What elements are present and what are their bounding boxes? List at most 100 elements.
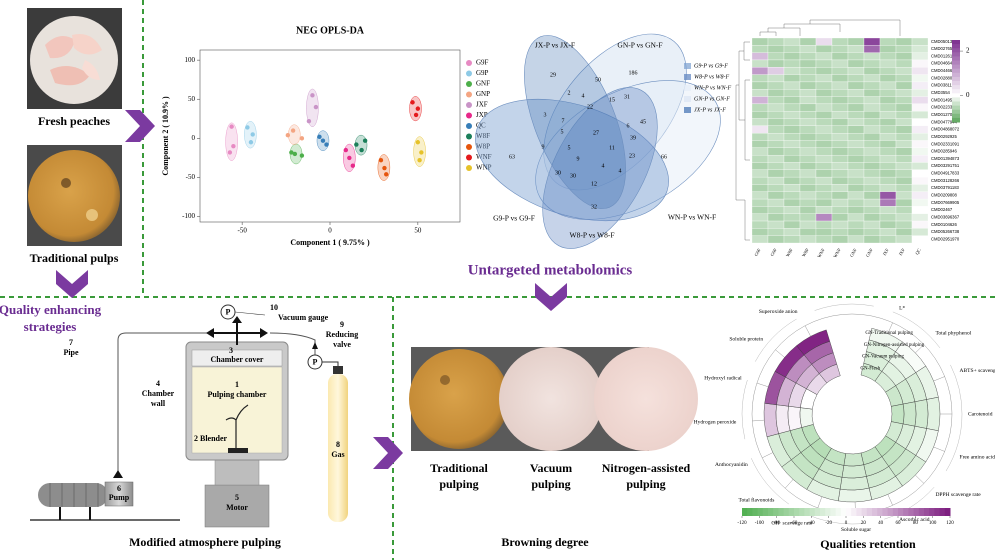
heat-cell [831,198,849,207]
row-label: CMD04868072 [931,127,960,132]
group-label: GN-Nitrogen-assisted pulping [864,343,925,348]
row-label: CMD04917833 [931,171,960,176]
colorbar-segment [846,508,852,516]
legend-label: WNP [476,164,492,172]
arrow [56,270,88,298]
colorbar-segment [742,508,748,516]
count: 50 [595,77,601,83]
heat-cell [879,52,897,61]
pulping-label: Nitrogen-assisted [602,461,691,475]
plot-title: NEG OPLS-DA [296,25,365,36]
heat-cell [895,45,913,53]
legend-label: W8P [476,143,490,151]
count: 186 [629,70,638,76]
valve-cross [212,320,262,345]
heat-cell [863,235,881,244]
gauge-number: 10 [270,303,278,312]
point [299,136,305,141]
heat-cell [767,52,785,61]
row-label: CMD04466191 [931,68,960,73]
heat-cell [863,162,881,170]
heat-cell [863,52,881,61]
ring-cell [839,476,870,491]
legend-label: WNF [476,153,492,161]
heat-cell [863,45,881,53]
heat-cell [879,184,897,192]
heat-cell [847,176,865,185]
heat-cell [831,118,849,127]
colorbar-label: 120 [946,521,954,526]
heat-cell [879,235,897,244]
colorbar-segment [952,97,960,102]
point [417,158,422,163]
pulp-label: Traditional pulps [30,251,119,265]
heat-cell [751,184,769,192]
colorbar-segment [892,508,899,516]
heat-cell [783,45,801,53]
heat-cell [767,45,785,53]
feature-label: Superoxide anion [759,309,798,315]
heat-cell [783,154,801,163]
arrow [535,283,567,311]
column-label: QC [914,248,921,256]
arrow [125,110,155,142]
heat-cell [767,140,785,148]
heat-cell [831,133,849,141]
column-label: WNF [816,247,826,259]
heat-cell [815,96,833,105]
y-tick-label: 100 [185,56,196,64]
pulping-label: pulping [531,477,570,491]
dendrogram-branch [887,322,893,334]
row-label: CMD03291751 [931,163,960,168]
heat-cell [895,37,913,46]
heat-cell [783,103,801,112]
ring-cell [843,452,864,467]
heat-cell [783,147,801,156]
chamber-cover [191,349,283,367]
heat-cell [815,213,833,222]
heat-cell [895,169,913,178]
heat-cell [847,169,865,178]
heat-cell [895,67,913,75]
point [317,134,322,139]
heat-cell [847,206,865,214]
point [347,155,352,161]
heat-cell [847,220,865,229]
heat-cell [767,118,785,127]
heat-cell [799,118,817,127]
colorbar-label: -100 [755,521,765,526]
dendrogram-branch [933,446,945,452]
browning-labels: Traditional pulping Vacuum pulping Nitrogen-… [430,461,690,491]
heat-cell [847,191,865,200]
heat-cell [799,45,817,53]
heat-cell [783,140,801,148]
ring-cell [914,399,929,429]
heat-cell [847,89,865,97]
heat-cell [879,176,897,185]
heat-cell [751,154,769,163]
wall-label: Chamber [142,389,175,398]
dendrogram-branch [915,474,925,484]
heat-cell [879,74,897,83]
heat-cell [911,52,929,61]
colorbar-segment [820,508,826,516]
heat-cell [831,81,849,90]
count: 6 [627,123,630,129]
colorbar-segment [934,508,941,516]
heat-cell [783,184,801,192]
legend-marker [466,60,472,66]
feature-label: OH· scavenge rate [771,520,812,526]
heat-cell [799,140,817,148]
heat-cell [847,140,865,148]
heat-cell [799,111,817,119]
heat-cell [783,213,801,222]
colorbar-segment [952,81,960,86]
heat-cell [815,103,833,112]
legend-swatch [684,96,691,102]
column-label: WNP [832,247,842,259]
heat-cell [831,111,849,119]
feature-label: Carotenoid [968,411,993,417]
gauge-label: Vacuum gauge [278,313,329,322]
heat-cell [863,220,881,229]
heat-cell [751,213,769,222]
